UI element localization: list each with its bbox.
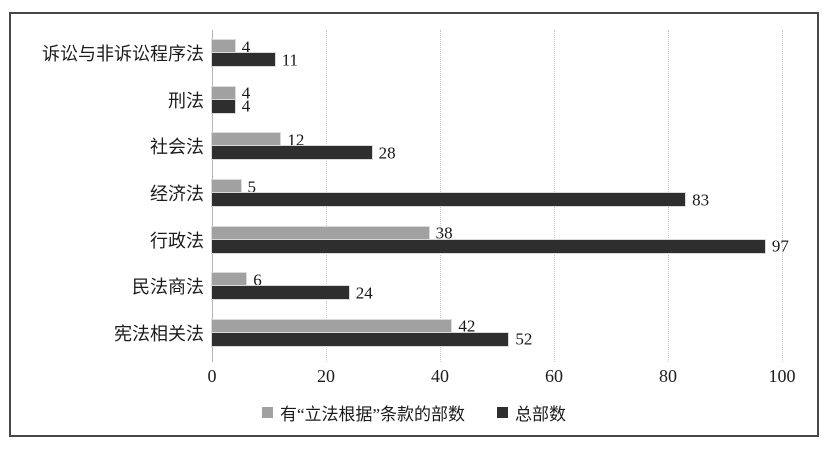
value-label: 97 bbox=[771, 236, 789, 256]
value-label: 4 bbox=[241, 83, 251, 103]
legend-swatch-icon bbox=[497, 407, 509, 418]
value-label: 12 bbox=[287, 130, 305, 150]
bar-group: 经济法 5 83 bbox=[11, 170, 817, 217]
x-axis-tick-labels: 0 20 40 60 80 100 bbox=[208, 366, 796, 390]
x-tick-label: 0 bbox=[207, 366, 217, 386]
bar-pair: 12 28 bbox=[212, 131, 817, 161]
bar-series-total: 11 bbox=[212, 51, 298, 68]
chart-frame: 诉讼与非诉讼程序法 4 11 刑法 4 4 社会法 12 28 经济法 5 83 行政法 38 97 民法商法… bbox=[9, 12, 819, 437]
bar-group: 宪法相关法 42 52 bbox=[11, 309, 817, 356]
x-tick-label: 20 bbox=[317, 366, 335, 386]
bar-pair: 38 97 bbox=[212, 225, 817, 255]
bar-series-with-clause: 4 bbox=[212, 38, 250, 55]
value-label: 4 bbox=[241, 96, 251, 116]
bar-group: 行政法 38 97 bbox=[11, 216, 817, 263]
x-tick-label: 100 bbox=[768, 366, 796, 386]
bar-series-total: 4 bbox=[212, 98, 250, 115]
bar-series-total: 52 bbox=[212, 331, 532, 348]
bar-series-with-clause: 5 bbox=[212, 178, 256, 195]
value-label: 4 bbox=[241, 37, 251, 57]
x-tick-label: 40 bbox=[431, 366, 449, 386]
value-label: 38 bbox=[435, 223, 453, 243]
bar-series-total: 97 bbox=[212, 238, 789, 255]
bar-pair: 42 52 bbox=[212, 318, 817, 348]
value-label: 6 bbox=[253, 270, 262, 290]
category-label: 刑法 bbox=[168, 90, 204, 111]
bar-series-with-clause: 12 bbox=[212, 131, 304, 148]
value-label: 52 bbox=[515, 329, 533, 349]
value-label: 83 bbox=[692, 190, 710, 210]
bar-group: 诉讼与非诉讼程序法 4 11 bbox=[11, 30, 817, 77]
legend-item: 总部数 bbox=[497, 400, 566, 425]
category-label: 经济法 bbox=[150, 184, 204, 205]
bar-group: 社会法 12 28 bbox=[11, 123, 817, 170]
category-label: 民法商法 bbox=[132, 277, 204, 298]
bar-series-with-clause: 6 bbox=[212, 271, 262, 288]
value-label: 28 bbox=[378, 143, 396, 163]
legend-item: 有“立法根据”条款的部数 bbox=[261, 400, 466, 425]
legend: 有“立法根据”条款的部数 总部数 bbox=[11, 400, 817, 425]
bar-series-with-clause: 42 bbox=[212, 318, 475, 335]
category-label: 行政法 bbox=[150, 230, 204, 251]
bar-rows: 诉讼与非诉讼程序法 4 11 刑法 4 4 社会法 12 28 经济法 5 83 行政法 38 97 民法商法… bbox=[11, 30, 817, 356]
bar-group: 民法商法 6 24 bbox=[11, 263, 817, 310]
value-label: 24 bbox=[355, 283, 373, 303]
legend-label: 总部数 bbox=[515, 405, 567, 424]
category-label: 社会法 bbox=[150, 137, 204, 158]
bar-pair: 6 24 bbox=[212, 271, 817, 301]
bar-series-total: 28 bbox=[212, 144, 396, 161]
bar-series-with-clause: 38 bbox=[212, 225, 453, 242]
legend-label: 有“立法根据”条款的部数 bbox=[279, 405, 466, 424]
bar-series-total: 83 bbox=[212, 191, 709, 208]
x-tick-label: 60 bbox=[545, 366, 563, 386]
x-tick-label: 80 bbox=[659, 366, 677, 386]
value-label: 5 bbox=[247, 177, 257, 197]
value-label: 11 bbox=[281, 50, 299, 70]
category-label: 诉讼与非诉讼程序法 bbox=[42, 44, 204, 65]
bar-pair: 4 11 bbox=[212, 38, 817, 68]
bar-series-total: 24 bbox=[212, 284, 373, 301]
bar-group: 刑法 4 4 bbox=[11, 77, 817, 124]
bar-series-with-clause: 4 bbox=[212, 85, 250, 102]
bar-pair: 5 83 bbox=[212, 178, 817, 208]
value-label: 42 bbox=[458, 316, 476, 336]
category-label: 宪法相关法 bbox=[114, 323, 204, 344]
legend-swatch-icon bbox=[261, 407, 273, 418]
